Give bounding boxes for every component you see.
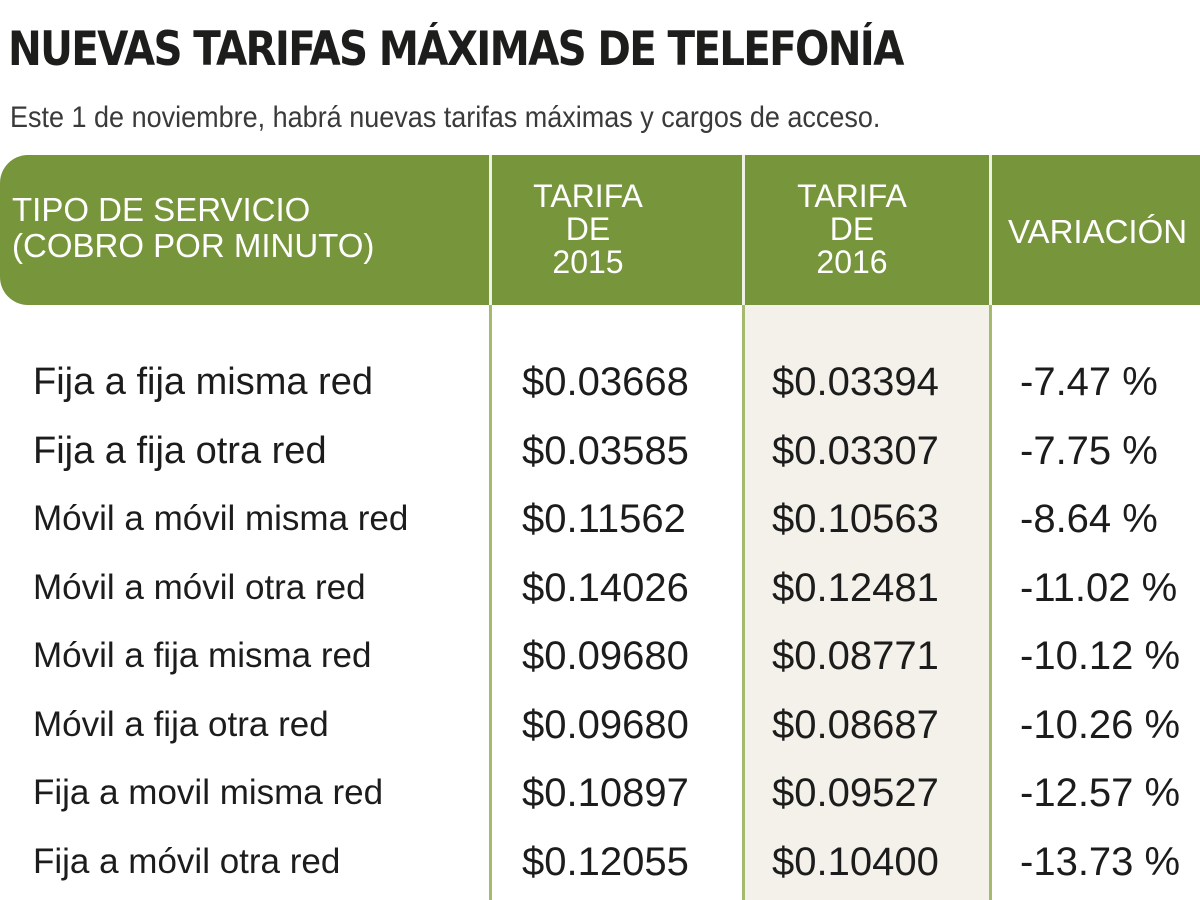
cell-tarifa-2016: $0.10400 (772, 839, 939, 884)
cell-variacion: -11.02 % (1020, 565, 1178, 610)
cell-service: Fija a fija misma red (33, 361, 373, 403)
cell-tarifa-2015: $0.11562 (522, 497, 686, 541)
cell-tarifa-2016: $0.03394 (772, 360, 939, 404)
header-tarifa-2015: TARIFA DE 2015 (468, 180, 708, 279)
header-divider (489, 155, 492, 305)
table-row: Móvil a móvil otra red $0.14026 $0.12481 -1… (0, 554, 1200, 622)
cell-service: Fija a móvil otra red (33, 841, 341, 881)
table-row: Fija a movil misma red $0.10897 $0.09527 -1… (0, 759, 1200, 827)
cell-service: Móvil a móvil otra red (33, 567, 366, 607)
header-tipo-line2: (COBRO POR MINUTO) (12, 227, 375, 264)
cell-tarifa-2015: $0.03585 (522, 428, 689, 473)
cell-tarifa-2015: $0.03668 (522, 360, 689, 404)
tarifa-2016-column-shading (745, 305, 989, 900)
cell-tarifa-2016: $0.12481 (772, 565, 939, 610)
header-tarifa-2016: TARIFA DE 2016 (732, 180, 972, 279)
cell-variacion: -7.47 % (1020, 360, 1158, 404)
column-divider (989, 305, 992, 900)
header-2015-line3: 2015 (552, 244, 624, 280)
cell-variacion: -10.26 % (1020, 702, 1181, 747)
header-2015-line2: DE (565, 211, 611, 247)
header-2016-line3: 2016 (816, 244, 888, 280)
header-variacion: VARIACIÓN (1008, 213, 1188, 250)
header-divider (742, 155, 745, 305)
column-divider (742, 305, 745, 900)
table-header-band (0, 155, 1200, 305)
cell-variacion: -7.75 % (1020, 428, 1158, 473)
cell-service: Móvil a fija otra red (33, 704, 329, 744)
cell-service: Móvil a móvil misma red (33, 499, 409, 538)
cell-tarifa-2015: $0.12055 (522, 839, 689, 884)
chart-title: NUEVAS TARIFAS MÁXIMAS DE TELEFONÍA (8, 22, 904, 77)
header-2016-line2: DE (829, 211, 875, 247)
cell-tarifa-2015: $0.09680 (522, 702, 689, 747)
cell-tarifa-2015: $0.14026 (522, 565, 689, 610)
chart-subtitle: Este 1 de noviembre, habrá nuevas tarifa… (10, 101, 881, 134)
cell-tarifa-2015: $0.10897 (522, 771, 689, 815)
cell-variacion: -10.12 % (1020, 634, 1181, 678)
cell-variacion: -8.64 % (1020, 497, 1158, 541)
cell-variacion: -13.73 % (1020, 839, 1181, 884)
cell-service: Móvil a fija misma red (33, 636, 372, 675)
column-divider (489, 305, 492, 900)
table-row: Fija a móvil otra red $0.12055 $0.10400 -13… (0, 828, 1200, 896)
table-row: Móvil a fija otra red $0.09680 $0.08687 -10… (0, 691, 1200, 759)
header-2015-line1: TARIFA (533, 178, 643, 214)
cell-variacion: -12.57 % (1020, 771, 1181, 815)
table-row: Fija a fija misma red $0.03668 $0.03394 -7.… (0, 348, 1200, 416)
table-row: Fija a fija otra red $0.03585 $0.03307 -7.7… (0, 417, 1200, 485)
cell-tarifa-2016: $0.03307 (772, 428, 939, 473)
cell-service: Fija a fija otra red (33, 429, 327, 472)
table-row: Móvil a móvil misma red $0.11562 $0.10563 -… (0, 485, 1200, 553)
cell-tarifa-2016: $0.10563 (772, 497, 939, 541)
header-divider (989, 155, 992, 305)
cell-service: Fija a movil misma red (33, 773, 384, 812)
header-2016-line1: TARIFA (797, 178, 907, 214)
cell-tarifa-2016: $0.09527 (772, 771, 939, 815)
header-tipo-line1: TIPO DE SERVICIO (12, 191, 311, 228)
cell-tarifa-2016: $0.08771 (772, 634, 939, 678)
cell-tarifa-2016: $0.08687 (772, 702, 939, 747)
cell-tarifa-2015: $0.09680 (522, 634, 689, 678)
table-row: Móvil a fija misma red $0.09680 $0.08771 -1… (0, 622, 1200, 690)
header-tipo-de-servicio: TIPO DE SERVICIO (COBRO POR MINUTO) (12, 192, 374, 264)
